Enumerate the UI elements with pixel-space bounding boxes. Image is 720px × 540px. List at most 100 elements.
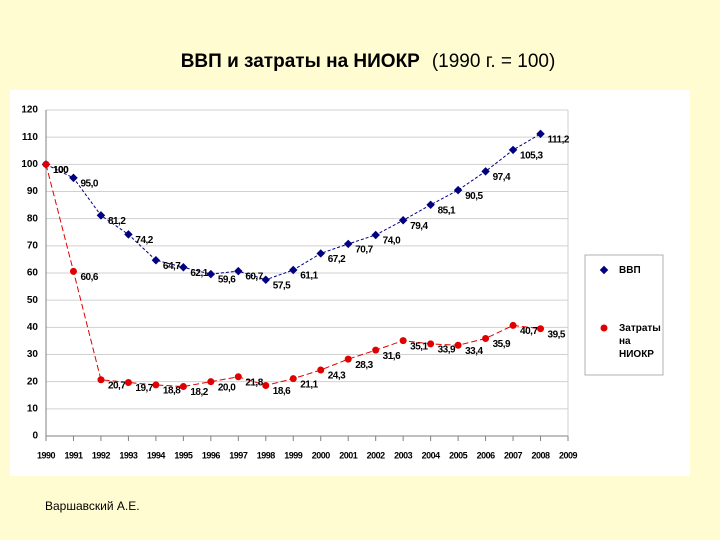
point <box>399 337 407 345</box>
point <box>152 381 160 389</box>
x-tick-label: 1996 <box>202 450 221 460</box>
legend-marker <box>599 265 609 275</box>
data-label: 79,4 <box>410 221 428 232</box>
data-label: 74,0 <box>383 236 401 247</box>
data-label: 19,7 <box>135 383 153 394</box>
data-label: 111,2 <box>548 135 570 146</box>
title: ВВП и затраты на НИОКР <box>181 51 420 72</box>
point <box>454 341 462 349</box>
data-label: 85,1 <box>438 205 456 216</box>
x-tick-label: 1999 <box>284 450 303 460</box>
x-tick-label: 2001 <box>339 450 358 460</box>
data-label: 33,4 <box>465 346 483 357</box>
point <box>234 373 242 381</box>
subtitle: (1990 г. = 100) <box>432 51 555 72</box>
point <box>289 265 298 275</box>
legend-word: НИОКР <box>619 349 654 360</box>
data-label: 64,7 <box>163 261 181 272</box>
data-label: 81,2 <box>108 216 126 227</box>
point <box>206 269 216 279</box>
data-label: 24,3 <box>328 371 346 382</box>
x-tick-label: 2002 <box>367 450 386 460</box>
data-label: 95,0 <box>80 179 98 190</box>
point <box>207 378 215 386</box>
x-tick-label: 1997 <box>229 450 248 460</box>
data-label: 59,6 <box>218 275 236 286</box>
chart-title: ВВП и затраты на НИОКР (1990 г. = 100) <box>181 51 556 72</box>
legend-label: Затраты на НИОКР <box>619 323 661 360</box>
data-label: 62,1 <box>190 268 208 279</box>
point <box>124 378 132 386</box>
legend-marker <box>600 324 608 332</box>
x-tick-label: 1995 <box>174 450 193 460</box>
point <box>234 266 243 276</box>
data-label: 100 <box>53 165 69 176</box>
point <box>453 185 463 195</box>
data-label: 40,7 <box>520 326 538 337</box>
y-tick-label: 70 <box>27 240 39 251</box>
point <box>426 200 435 210</box>
point <box>508 145 518 155</box>
data-label: 74,2 <box>135 235 153 246</box>
y-tick-label: 10 <box>27 403 39 414</box>
data-label: 57,5 <box>273 280 291 291</box>
data-label: 100 <box>53 165 69 176</box>
point <box>482 334 490 342</box>
data-label: 28,3 <box>355 360 373 371</box>
data-label: 33,9 <box>438 345 456 356</box>
point <box>179 263 188 272</box>
data-label: 31,6 <box>383 351 401 362</box>
data-label: 61,1 <box>300 271 318 282</box>
data-label: 90,5 <box>465 191 483 202</box>
data-label: 60,6 <box>80 272 98 283</box>
point <box>343 239 353 249</box>
point <box>261 275 271 285</box>
point <box>481 167 490 176</box>
data-label: 21,8 <box>245 377 263 388</box>
point <box>42 160 50 168</box>
data-label: 18,8 <box>163 386 181 397</box>
x-tick-label: 2006 <box>477 450 496 460</box>
legend-box <box>584 254 664 376</box>
point <box>69 173 78 183</box>
y-tick-label: 120 <box>21 105 38 116</box>
y-tick-label: 100 <box>21 159 38 170</box>
x-tick-label: 2003 <box>394 450 413 460</box>
y-tick-label: 20 <box>27 376 39 387</box>
y-tick-label: 0 <box>32 431 38 442</box>
y-tick-label: 90 <box>27 186 39 197</box>
point <box>289 375 297 383</box>
data-label: 97,4 <box>493 172 511 183</box>
data-label: 39,5 <box>548 329 566 340</box>
data-label: 18,6 <box>273 386 291 397</box>
point <box>372 346 380 354</box>
point <box>344 355 352 363</box>
data-label: 70,7 <box>355 245 373 256</box>
x-tick-label: 2005 <box>449 450 468 460</box>
point <box>316 249 325 258</box>
y-tick-label: 110 <box>22 132 39 143</box>
point <box>262 381 270 389</box>
legend-word: ВВП <box>619 265 641 276</box>
x-tick-label: 1991 <box>64 450 83 460</box>
data-label: 67,2 <box>328 254 346 265</box>
point <box>179 383 187 391</box>
x-tick-label: 2007 <box>504 450 523 460</box>
point <box>151 255 161 265</box>
legend-word: Затраты <box>619 323 661 334</box>
point <box>97 376 105 384</box>
point <box>509 321 517 329</box>
x-tick-label: 1993 <box>119 450 138 460</box>
x-tick-label: 2009 <box>559 450 578 460</box>
point <box>69 267 77 275</box>
point <box>427 340 435 348</box>
data-label: 105,3 <box>520 151 543 162</box>
data-label: 18,2 <box>190 387 208 398</box>
y-tick-label: 40 <box>27 322 39 333</box>
point <box>96 211 106 220</box>
y-tick-label: 60 <box>27 268 39 279</box>
data-label: 20,0 <box>218 382 236 393</box>
y-tick-label: 30 <box>27 349 39 360</box>
data-label: 20,7 <box>108 380 126 391</box>
